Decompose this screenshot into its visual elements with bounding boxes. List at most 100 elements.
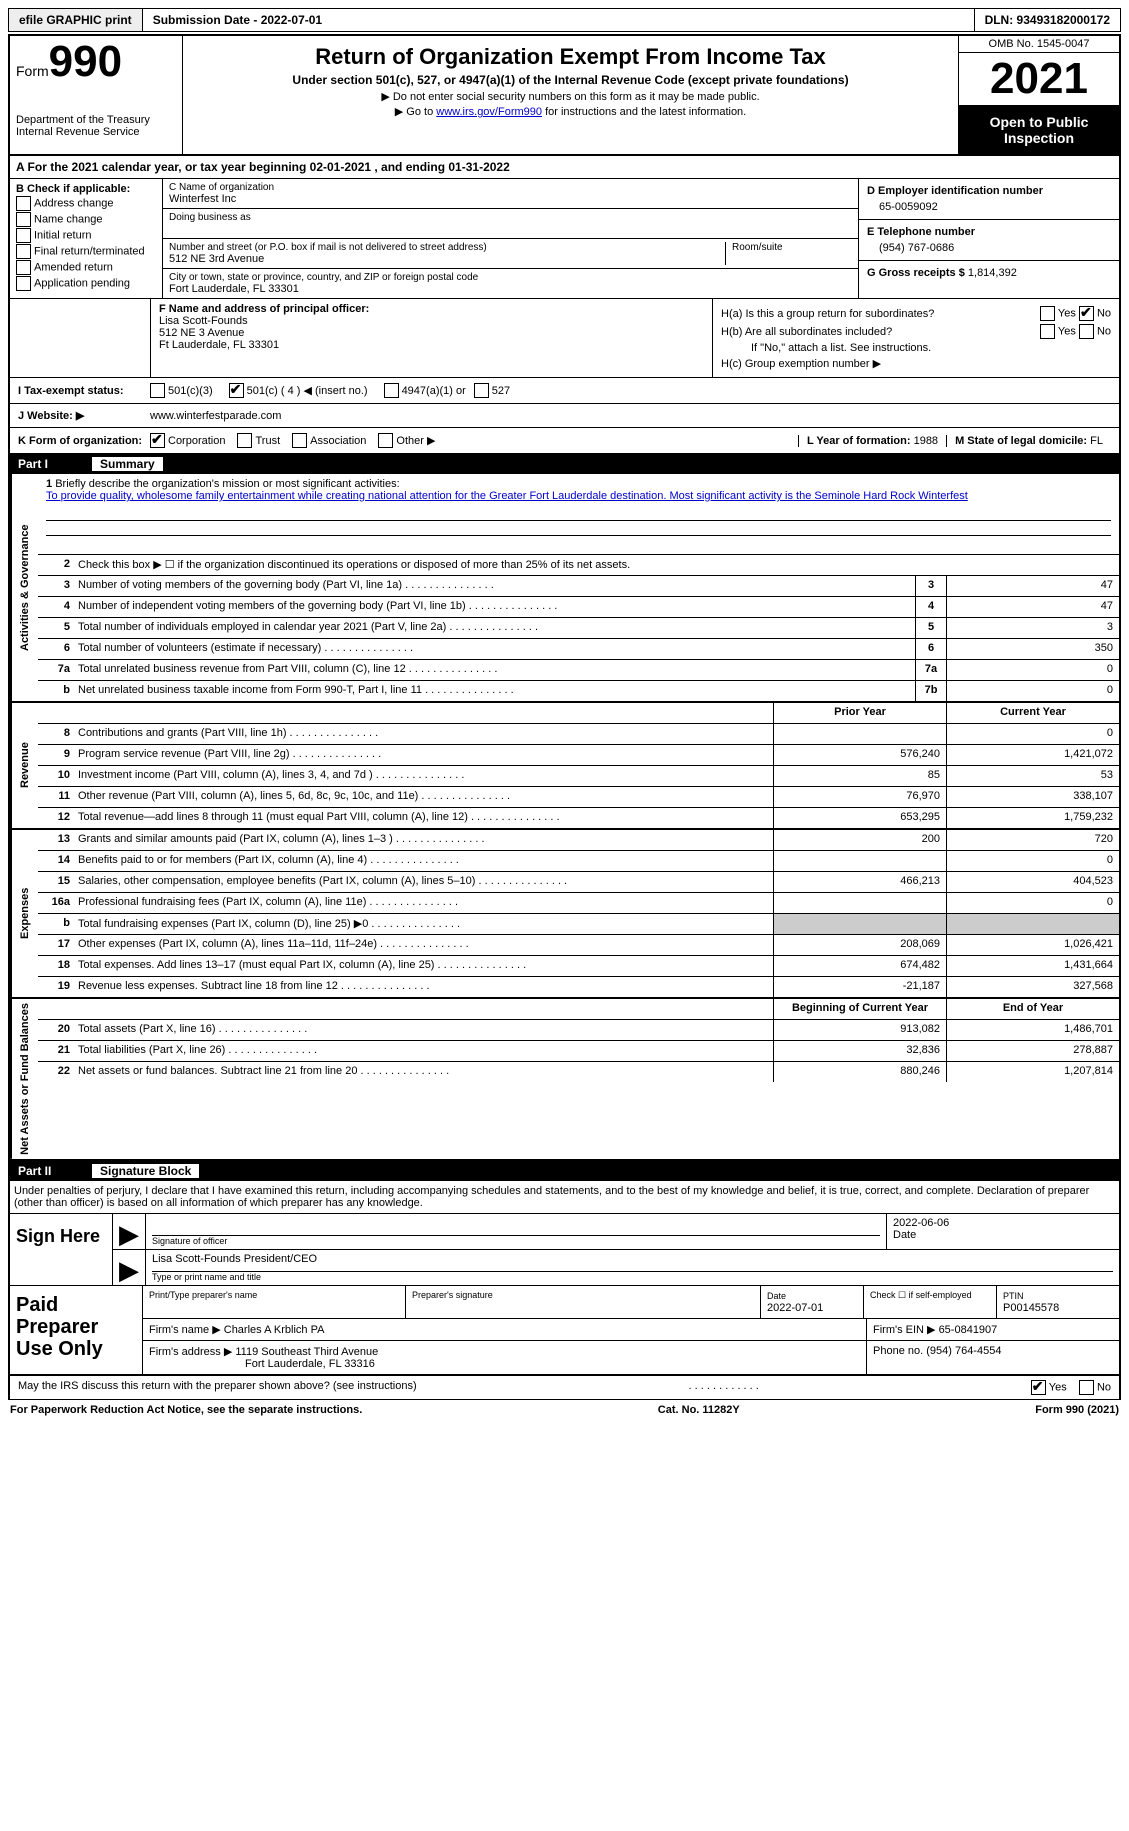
summary-line: 15Salaries, other compensation, employee… <box>38 872 1119 893</box>
hb-note: If "No," attach a list. See instructions… <box>721 342 1111 354</box>
firm-phone-value: (954) 764-4554 <box>926 1345 1001 1357</box>
header-right: OMB No. 1545-0047 2021 Open to Public In… <box>958 36 1119 154</box>
line-2-desc: Check this box ▶ ☐ if the organization d… <box>74 555 1119 575</box>
firm-name-value: Charles A Krblich PA <box>224 1324 325 1336</box>
discuss-yes-checkbox[interactable] <box>1031 1380 1046 1395</box>
gross-receipts-value: 1,814,392 <box>968 267 1017 279</box>
state-domicile-label: M State of legal domicile: <box>955 435 1087 447</box>
firm-ein-label: Firm's EIN ▶ <box>873 1324 936 1336</box>
col-beginning-year: Beginning of Current Year <box>773 999 946 1019</box>
firm-phone-label: Phone no. <box>873 1345 923 1357</box>
section-b: B Check if applicable: Address change Na… <box>10 179 163 298</box>
hb-no-checkbox[interactable] <box>1079 324 1094 339</box>
dept-treasury: Department of the Treasury Internal Reve… <box>16 114 176 138</box>
opt-501c3: 501(c)(3) <box>168 385 213 397</box>
summary-line: 8Contributions and grants (Part VIII, li… <box>38 724 1119 745</box>
discuss-question: May the IRS discuss this return with the… <box>18 1380 417 1395</box>
state-domicile: FL <box>1090 435 1103 447</box>
street-label: Number and street (or P.O. box if mail i… <box>169 242 725 253</box>
section-de: D Employer identification number 65-0059… <box>859 179 1119 298</box>
cb-label: Amended return <box>34 261 113 273</box>
cb-application-pending[interactable]: Application pending <box>16 276 156 291</box>
sign-here-block: Sign Here ▶ Signature of officer 2022-06… <box>8 1214 1121 1286</box>
opt-assoc: Association <box>310 435 366 447</box>
hb-yes-checkbox[interactable] <box>1040 324 1055 339</box>
firm-addr2: Fort Lauderdale, FL 33316 <box>149 1358 375 1370</box>
entity-block: B Check if applicable: Address change Na… <box>8 179 1121 299</box>
cb-527[interactable] <box>474 383 489 398</box>
cb-other[interactable] <box>378 433 393 448</box>
summary-line: 4Number of independent voting members of… <box>38 597 1119 618</box>
city-label: City or town, state or province, country… <box>169 272 852 283</box>
perjury-statement: Under penalties of perjury, I declare th… <box>8 1181 1121 1214</box>
prep-date-label: Date <box>767 1291 786 1301</box>
cb-501c[interactable] <box>229 383 244 398</box>
no-label: No <box>1097 1381 1111 1393</box>
sig-date-value: 2022-06-06 <box>893 1217 1113 1229</box>
cb-amended-return[interactable]: Amended return <box>16 260 156 275</box>
part1-title: Summary <box>92 457 163 471</box>
ha-label: H(a) Is this a group return for subordin… <box>721 308 934 320</box>
section-j: J Website: ▶ www.winterfestparade.com <box>8 404 1121 428</box>
summary-line: 20Total assets (Part X, line 16)913,0821… <box>38 1020 1119 1041</box>
part2-number: Part II <box>18 1164 88 1178</box>
summary-line: 6Total number of volunteers (estimate if… <box>38 639 1119 660</box>
line-a-calendar-year: A For the 2021 calendar year, or tax yea… <box>8 156 1121 179</box>
efile-print-button[interactable]: efile GRAPHIC print <box>9 9 143 31</box>
side-label-ag: Activities & Governance <box>10 474 38 701</box>
summary-line: bTotal fundraising expenses (Part IX, co… <box>38 914 1119 935</box>
ein-label: D Employer identification number <box>867 185 1111 197</box>
sig-officer-label: Signature of officer <box>152 1236 880 1246</box>
firm-addr1: 1119 Southeast Third Avenue <box>235 1346 378 1358</box>
ptin-value: P00145578 <box>1003 1302 1059 1314</box>
summary-revenue: Revenue Prior Year Current Year 8Contrib… <box>8 703 1121 830</box>
part2-header: Part II Signature Block <box>8 1161 1121 1181</box>
mission-label: Briefly describe the organization's miss… <box>55 478 399 490</box>
line-2: 2 Check this box ▶ ☐ if the organization… <box>38 555 1119 576</box>
summary-line: 5Total number of individuals employed in… <box>38 618 1119 639</box>
dba-label: Doing business as <box>169 212 852 223</box>
f-h-block: F Name and address of principal officer:… <box>8 299 1121 378</box>
side-label-exp: Expenses <box>10 830 38 997</box>
cb-initial-return[interactable]: Initial return <box>16 228 156 243</box>
form-header: Form990 Department of the Treasury Inter… <box>8 34 1121 156</box>
section-c: C Name of organization Winterfest Inc Do… <box>163 179 859 298</box>
cb-501c3[interactable] <box>150 383 165 398</box>
omb-number: OMB No. 1545-0047 <box>959 36 1119 53</box>
ha-yes-checkbox[interactable] <box>1040 306 1055 321</box>
discuss-row: May the IRS discuss this return with the… <box>8 1376 1121 1400</box>
cb-4947[interactable] <box>384 383 399 398</box>
section-f: F Name and address of principal officer:… <box>151 299 713 377</box>
cb-label: Address change <box>34 197 114 209</box>
opt-trust: Trust <box>255 435 280 447</box>
side-label-net: Net Assets or Fund Balances <box>10 999 38 1159</box>
paid-preparer-block: Paid Preparer Use Only Print/Type prepar… <box>8 1286 1121 1376</box>
summary-line: 18Total expenses. Add lines 13–17 (must … <box>38 956 1119 977</box>
summary-line: 19Revenue less expenses. Subtract line 1… <box>38 977 1119 997</box>
form-number: 990 <box>49 37 122 86</box>
summary-line: 11Other revenue (Part VIII, column (A), … <box>38 787 1119 808</box>
cb-association[interactable] <box>292 433 307 448</box>
officer-label: F Name and address of principal officer: <box>159 303 704 315</box>
ssn-note: Do not enter social security numbers on … <box>189 90 952 103</box>
summary-line: 13Grants and similar amounts paid (Part … <box>38 830 1119 851</box>
ha-no-checkbox[interactable] <box>1079 306 1094 321</box>
section-h: H(a) Is this a group return for subordin… <box>713 299 1119 377</box>
discuss-no-checkbox[interactable] <box>1079 1380 1094 1395</box>
street-address: 512 NE 3rd Avenue <box>169 253 725 265</box>
cb-final-return[interactable]: Final return/terminated <box>16 244 156 259</box>
self-employed-check[interactable]: Check ☐ if self-employed <box>864 1286 997 1318</box>
submission-date: Submission Date - 2022-07-01 <box>143 9 975 31</box>
officer-name-label: Type or print name and title <box>152 1272 1113 1282</box>
irs-link[interactable]: www.irs.gov/Form990 <box>436 106 542 118</box>
cb-trust[interactable] <box>237 433 252 448</box>
cb-corporation[interactable] <box>150 433 165 448</box>
arrow-icon: ▶ <box>113 1214 146 1249</box>
dln: DLN: 93493182000172 <box>975 9 1120 31</box>
phone-value: (954) 767-0686 <box>867 238 1111 254</box>
cb-address-change[interactable]: Address change <box>16 196 156 211</box>
col-current-year: Current Year <box>946 703 1119 723</box>
cb-name-change[interactable]: Name change <box>16 212 156 227</box>
form-label: Form <box>16 63 49 79</box>
summary-line: 14Benefits paid to or for members (Part … <box>38 851 1119 872</box>
